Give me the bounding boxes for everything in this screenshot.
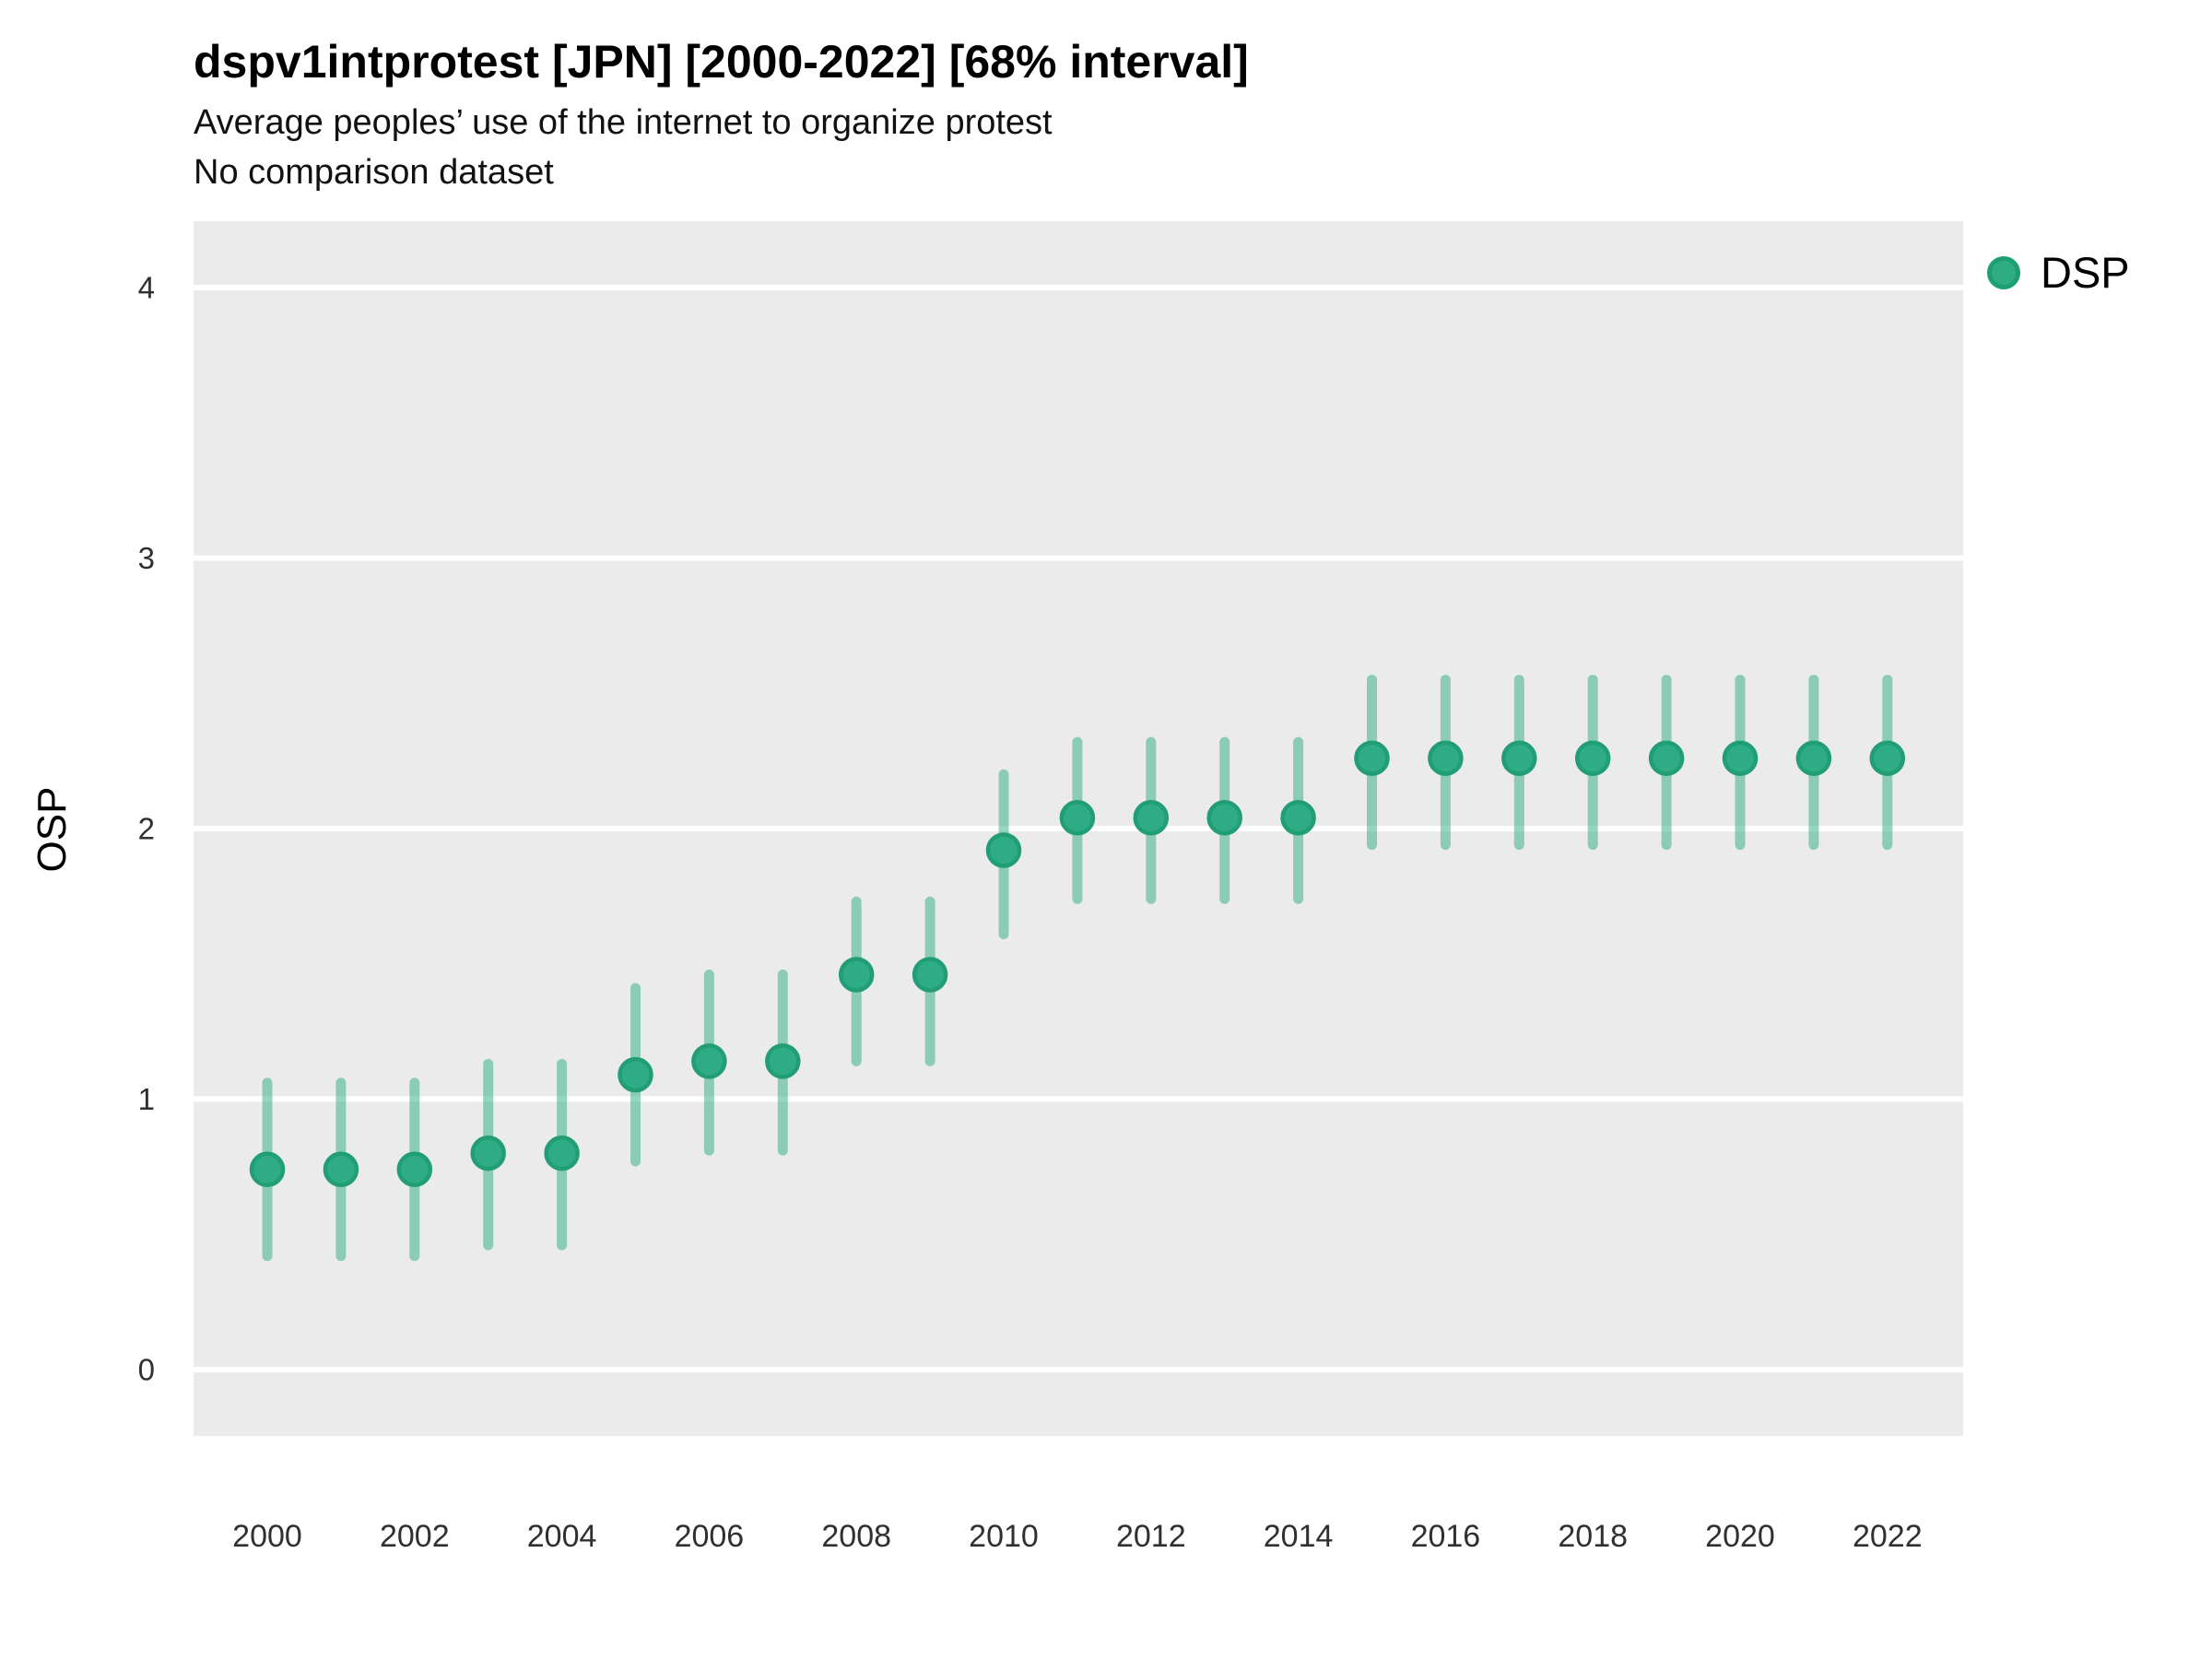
- data-point-2011: [1059, 800, 1096, 836]
- data-point-2006: [691, 1043, 727, 1079]
- x-tick-label-2022: 2022: [1853, 1519, 1923, 1554]
- x-tick-label-2008: 2008: [821, 1519, 891, 1554]
- x-tick-label-2018: 2018: [1558, 1519, 1628, 1554]
- data-point-2009: [912, 957, 948, 993]
- data-point-2007: [765, 1043, 801, 1079]
- data-point-2004: [544, 1135, 580, 1171]
- x-tick-label-2020: 2020: [1705, 1519, 1775, 1554]
- x-tick-label-2010: 2010: [969, 1519, 1039, 1554]
- data-point-2017: [1501, 740, 1537, 776]
- x-tick-label-2012: 2012: [1116, 1519, 1186, 1554]
- data-point-2021: [1795, 740, 1832, 776]
- legend: DSP: [1987, 247, 2130, 298]
- y-tick-label-4: 4: [138, 271, 155, 305]
- chart-title: dspv1intprotest [JPN] [2000-2022] [68% i…: [194, 36, 1249, 88]
- data-point-2005: [618, 1056, 653, 1093]
- data-point-2020: [1722, 740, 1759, 776]
- data-point-2019: [1648, 740, 1685, 776]
- legend-dsp-swatch-icon: [1987, 255, 2020, 289]
- data-point-2000: [249, 1151, 286, 1188]
- data-point-2013: [1206, 800, 1242, 836]
- data-point-2003: [470, 1135, 506, 1171]
- y-tick-label-1: 1: [138, 1082, 155, 1116]
- data-point-2018: [1574, 740, 1611, 776]
- legend-dsp-label: DSP: [2041, 248, 2130, 297]
- x-tick-label-2014: 2014: [1264, 1519, 1334, 1554]
- data-point-2008: [838, 957, 875, 993]
- chart-subtitle: Average peoples’ use of the internet to …: [194, 103, 1053, 142]
- x-tick-label-2006: 2006: [675, 1519, 745, 1554]
- data-point-2014: [1280, 800, 1316, 836]
- data-point-2001: [323, 1151, 359, 1188]
- data-point-2015: [1354, 740, 1390, 776]
- x-tick-label-2016: 2016: [1411, 1519, 1481, 1554]
- x-tick-label-2004: 2004: [527, 1519, 597, 1554]
- y-tick-label-0: 0: [138, 1353, 155, 1387]
- data-point-2016: [1428, 740, 1464, 776]
- data-point-2002: [396, 1151, 433, 1188]
- data-point-2010: [985, 832, 1022, 868]
- comparison-note: No comparison dataset: [194, 153, 554, 192]
- y-tick-label-3: 3: [138, 541, 155, 575]
- x-tick-label-2000: 2000: [232, 1519, 302, 1554]
- data-point-2012: [1133, 800, 1170, 836]
- data-point-2022: [1869, 740, 1906, 776]
- x-tick-label-2002: 2002: [380, 1519, 450, 1554]
- y-tick-label-2: 2: [138, 812, 155, 846]
